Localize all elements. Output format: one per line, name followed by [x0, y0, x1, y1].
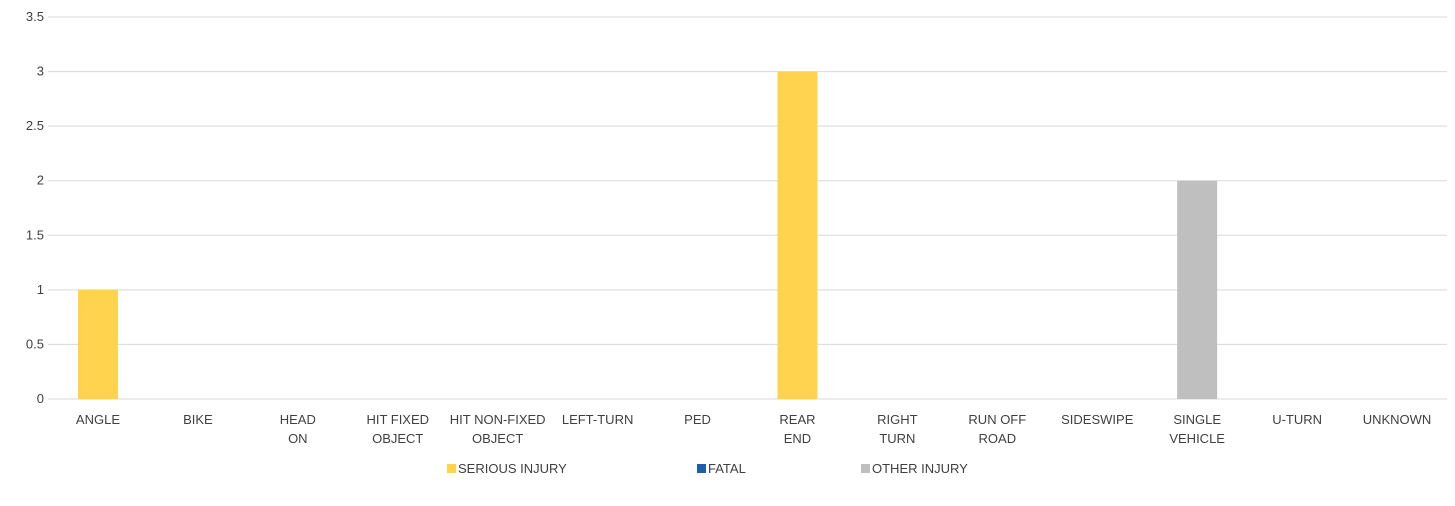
- x-tick-label: U-TURN: [1272, 412, 1322, 427]
- x-tick-label-line: UNKNOWN: [1363, 412, 1432, 427]
- bar-serious-injury: [777, 71, 818, 400]
- x-tick-label-line: RIGHT: [877, 412, 918, 427]
- legend-label: FATAL: [708, 461, 746, 476]
- legend-swatch: [697, 464, 706, 473]
- legend: SERIOUS INJURY FATAL OTHER INJURY: [447, 461, 968, 476]
- x-tick-label-line: SINGLE: [1173, 412, 1221, 427]
- legend-swatch: [447, 464, 456, 473]
- x-tick-label-line: U-TURN: [1272, 412, 1322, 427]
- bar-other-injury: [1177, 180, 1218, 399]
- x-tick-label-line: LEFT-TURN: [562, 412, 634, 427]
- y-tick-label: 2.5: [26, 118, 44, 133]
- x-tick-label: SINGLE VEHICLE: [1169, 412, 1225, 446]
- bar-serious-injury: [77, 289, 118, 399]
- x-tick-label-line: HIT FIXED: [366, 412, 429, 427]
- x-tick-label: RUN OFF ROAD: [968, 412, 1026, 446]
- x-tick-label-line: BIKE: [183, 412, 213, 427]
- x-tick-label-line: TURN: [879, 431, 915, 446]
- x-tick-label: ANGLE: [76, 412, 120, 427]
- legend-item: FATAL: [697, 461, 746, 476]
- y-axis-ticks: 0 0.5 1 1.5 2 2.5 3 3.5: [26, 9, 44, 406]
- legend-label: SERIOUS INJURY: [458, 461, 567, 476]
- legend-label: OTHER INJURY: [872, 461, 968, 476]
- x-tick-label-line: OBJECT: [472, 431, 523, 446]
- x-tick-label-line: PED: [684, 412, 711, 427]
- x-tick-label-line: REAR: [779, 412, 815, 427]
- y-tick-label: 3.5: [26, 9, 44, 24]
- legend-item: OTHER INJURY: [861, 461, 968, 476]
- gridlines: [48, 16, 1447, 400]
- x-tick-label-line: SIDESWIPE: [1061, 412, 1134, 427]
- x-tick-label: PED: [684, 412, 711, 427]
- x-tick-label-line: ANGLE: [76, 412, 120, 427]
- bars: [77, 71, 1218, 400]
- x-tick-label: BIKE: [183, 412, 213, 427]
- x-tick-label: UNKNOWN: [1363, 412, 1432, 427]
- x-tick-label-line: HIT NON-FIXED: [450, 412, 546, 427]
- x-tick-label: HIT NON-FIXED OBJECT: [450, 412, 546, 446]
- x-tick-label: SIDESWIPE: [1061, 412, 1134, 427]
- x-tick-label: LEFT-TURN: [562, 412, 634, 427]
- legend-item: SERIOUS INJURY: [447, 461, 567, 476]
- x-tick-label-line: ROAD: [979, 431, 1017, 446]
- x-tick-label: HIT FIXED OBJECT: [366, 412, 429, 446]
- x-tick-label-line: OBJECT: [372, 431, 423, 446]
- x-tick-label-line: END: [784, 431, 811, 446]
- y-tick-label: 2: [37, 173, 44, 188]
- x-tick-label-line: ON: [288, 431, 308, 446]
- y-tick-label: 0: [37, 391, 44, 406]
- x-tick-label: HEAD ON: [280, 412, 316, 446]
- y-tick-label: 3: [37, 64, 44, 79]
- y-tick-label: 1: [37, 282, 44, 297]
- x-tick-label-line: VEHICLE: [1169, 431, 1225, 446]
- x-tick-label-line: RUN OFF: [968, 412, 1026, 427]
- legend-swatch: [861, 464, 870, 473]
- y-tick-label: 1.5: [26, 227, 44, 242]
- y-tick-label: 0.5: [26, 336, 44, 351]
- x-tick-label: REAR END: [779, 412, 815, 446]
- x-tick-label-line: HEAD: [280, 412, 316, 427]
- x-tick-label: RIGHT TURN: [877, 412, 918, 446]
